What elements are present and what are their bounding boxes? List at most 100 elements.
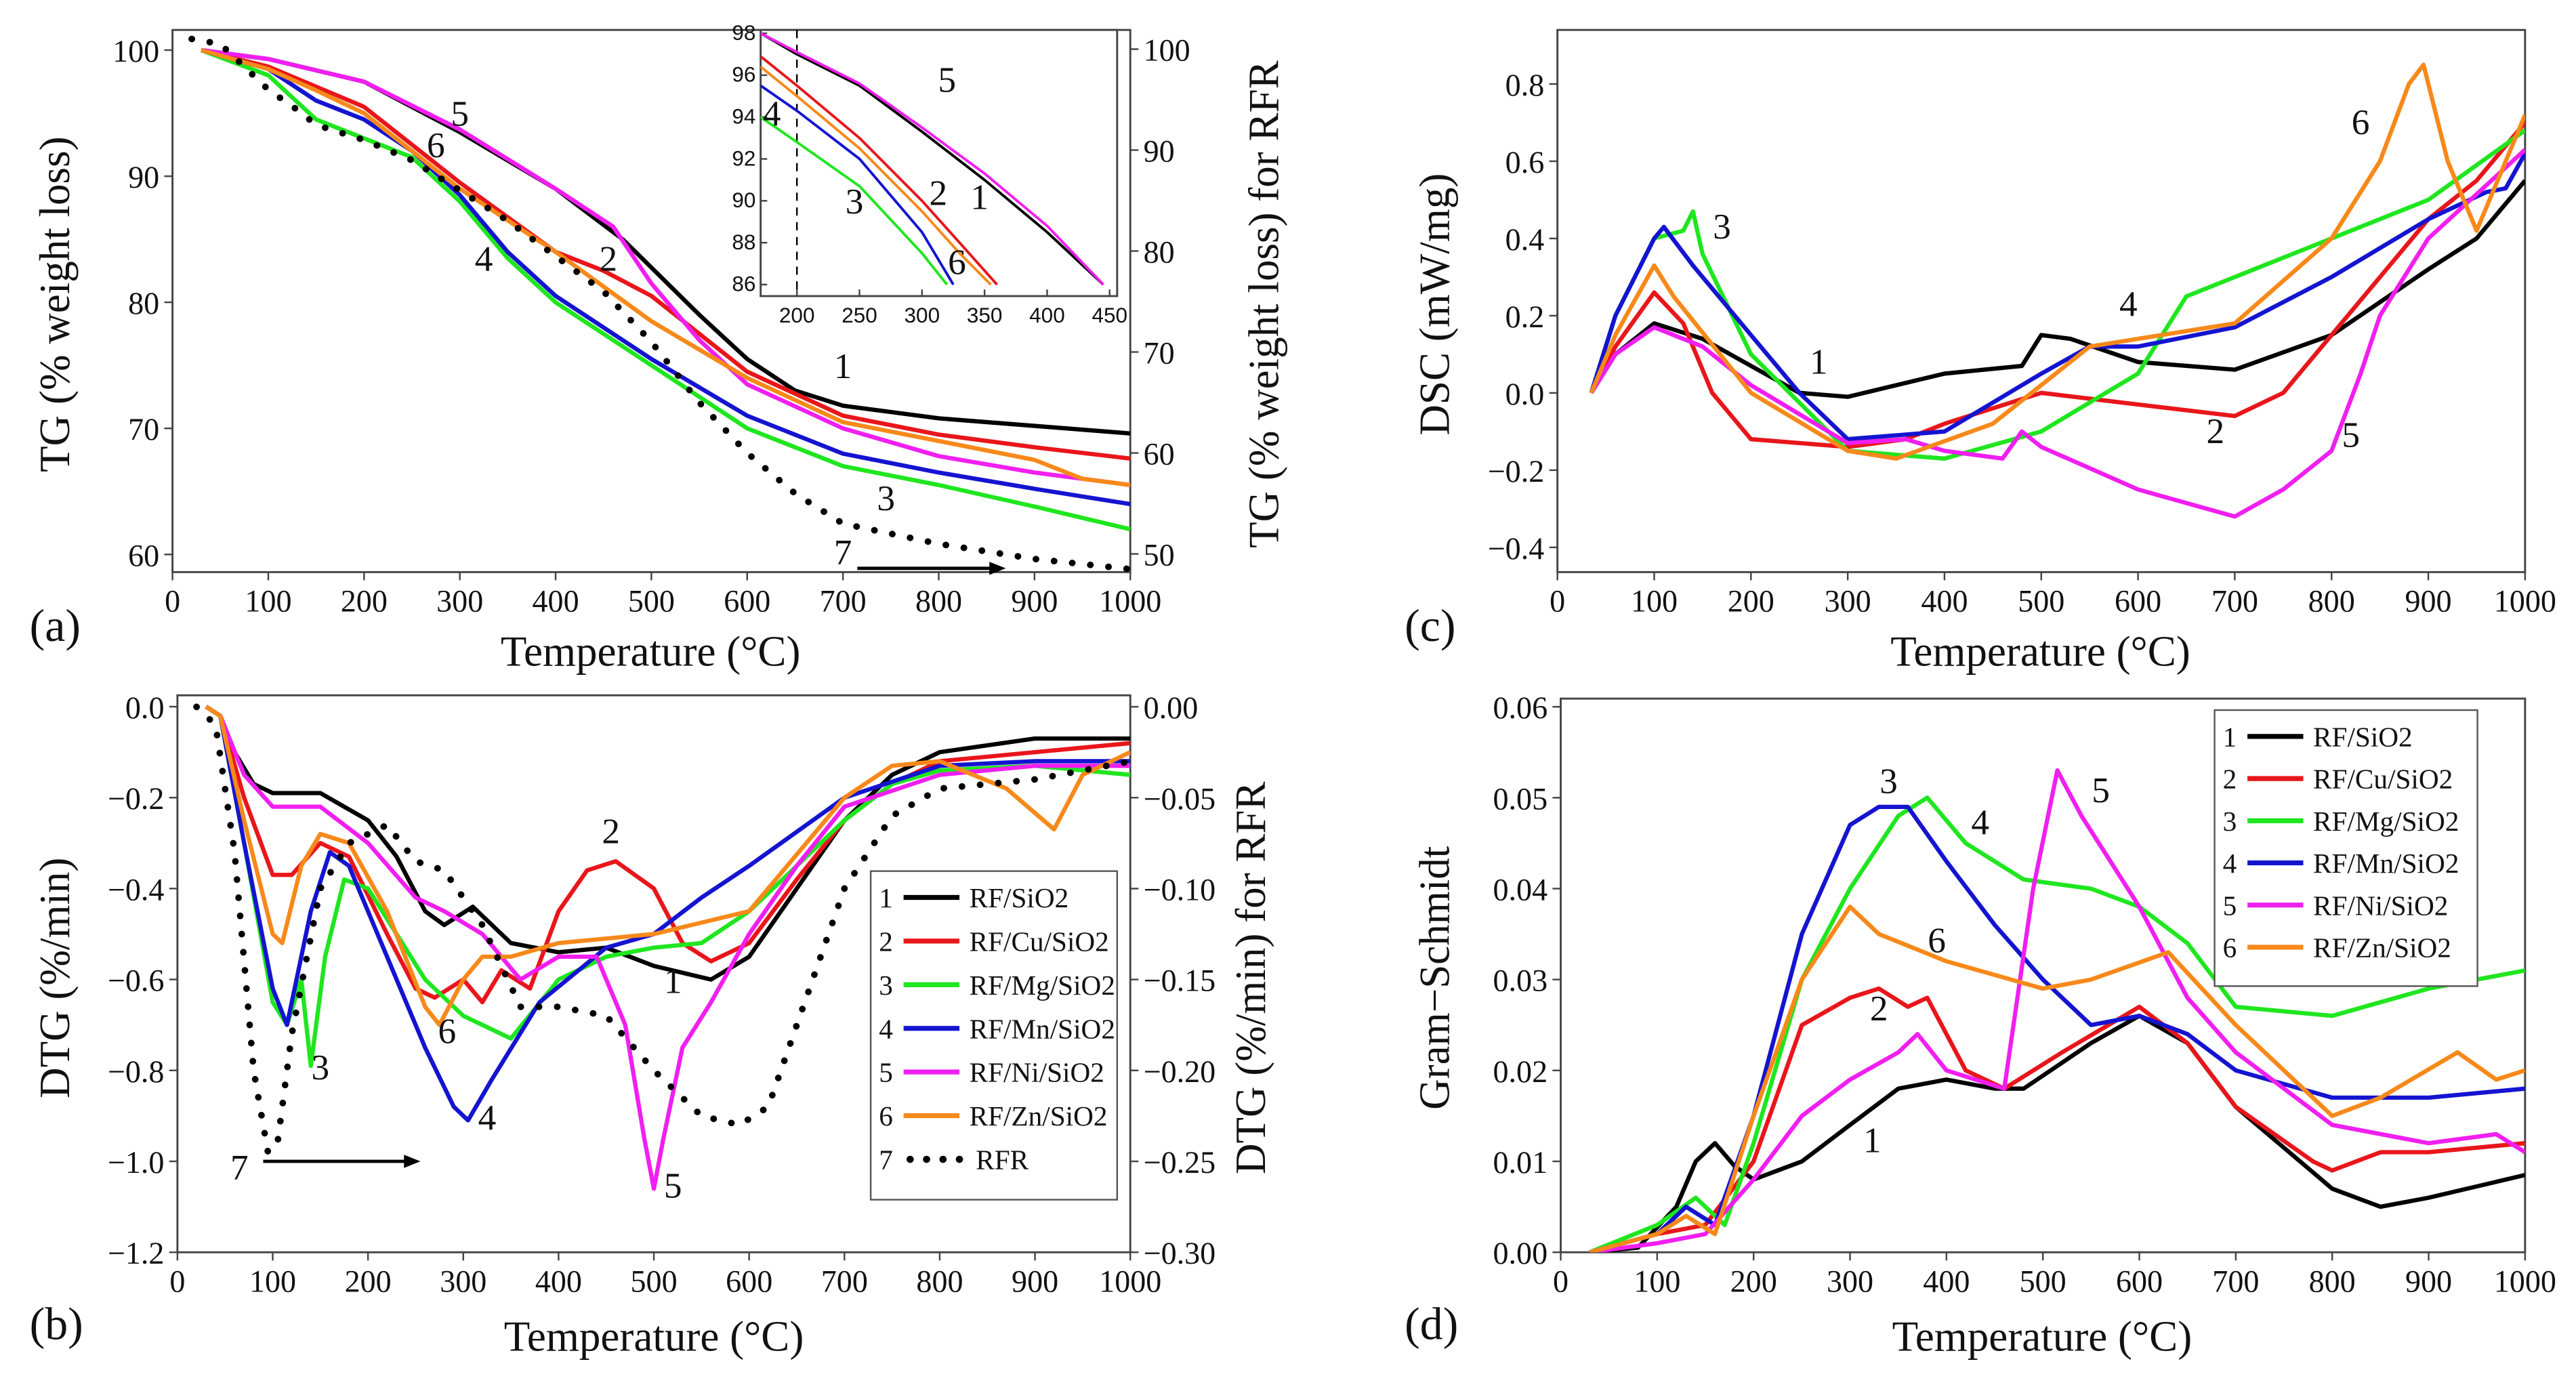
curve-label-3: 3 bbox=[877, 478, 895, 518]
legend-dot bbox=[939, 1155, 947, 1163]
curve-label-5: 5 bbox=[451, 94, 469, 134]
x-tick-label: 400 bbox=[1923, 1264, 1970, 1298]
x-tick-label: 500 bbox=[2020, 1264, 2066, 1298]
curve-label-1: 1 bbox=[664, 961, 682, 1001]
x-tick-label: 0 bbox=[165, 584, 180, 619]
curve-label-1: 1 bbox=[970, 177, 989, 217]
panel-a: 0 100 200 300 400 500 600 700 800 900 1000 60 70 80 90… bbox=[30, 20, 1288, 676]
series-group bbox=[193, 703, 1131, 1191]
curve-label-4: 4 bbox=[478, 1097, 497, 1138]
curve-label-7: 7 bbox=[834, 532, 852, 573]
y-tick-label: 0.01 bbox=[1493, 1145, 1548, 1180]
curve-label-1: 1 bbox=[834, 346, 852, 386]
y-right-tick-label: 0.00 bbox=[1144, 690, 1199, 725]
series-line-3 bbox=[760, 116, 949, 286]
y-tick-label: 86 bbox=[732, 272, 755, 296]
legend-dot bbox=[923, 1155, 930, 1163]
inset-plot: 200 250 300 350 400 450 86 88 90 92 94 96 98 5 4 2 1 3 6 bbox=[732, 20, 1127, 327]
curve-label-2: 2 bbox=[2206, 411, 2224, 451]
y-tick-label: −0.4 bbox=[1488, 531, 1545, 566]
legend-label: RF/Zn/SiO2 bbox=[2313, 932, 2451, 963]
x-tick-label: 1000 bbox=[2494, 1264, 2556, 1298]
legend-number: 2 bbox=[2223, 764, 2237, 795]
x-axis-title: Temperature (°C) bbox=[501, 628, 801, 676]
x-axis-title: Temperature (°C) bbox=[1890, 628, 2190, 676]
series-line-4 bbox=[760, 84, 955, 286]
legend-label: RF/Ni/SiO2 bbox=[970, 1057, 1104, 1088]
x-tick-label: 400 bbox=[1921, 584, 1968, 619]
legend-item-1: 1 RF/SiO2 bbox=[879, 882, 1068, 913]
x-tick-label: 100 bbox=[245, 584, 291, 619]
x-tick-label: 700 bbox=[2212, 1264, 2259, 1298]
y-tick-label: 0.0 bbox=[1505, 377, 1545, 411]
x-tick-label: 250 bbox=[842, 303, 877, 327]
series-line-2 bbox=[201, 47, 1131, 461]
x-tick-label: 300 bbox=[440, 1264, 486, 1298]
legend-number: 2 bbox=[879, 926, 893, 957]
legend-number: 3 bbox=[879, 970, 893, 1001]
y-tick-label: 88 bbox=[732, 230, 755, 254]
x-tick-label: 1000 bbox=[2494, 584, 2556, 619]
y-right-tick-label: −0.25 bbox=[1144, 1145, 1216, 1180]
x-tick-label: 200 bbox=[1728, 584, 1774, 619]
legend-item-5: 5 RF/Ni/SiO2 bbox=[2223, 890, 2449, 921]
y-tick-label: 0.06 bbox=[1493, 690, 1548, 725]
y-tick-label: 94 bbox=[732, 104, 755, 128]
y-tick-label: 80 bbox=[128, 286, 159, 320]
x-tick-label: 600 bbox=[2116, 1264, 2163, 1298]
x-tick-label: 200 bbox=[779, 303, 815, 327]
y-tick-label: 0.6 bbox=[1505, 145, 1545, 180]
legend-number: 4 bbox=[2223, 848, 2237, 879]
y-tick-label: 100 bbox=[112, 34, 159, 68]
panel-d: 0 100 200 300 400 500 600 700 800 900 1000 0.00 0.01… bbox=[1405, 690, 2556, 1361]
x-tick-label: 400 bbox=[533, 584, 579, 619]
series-line-5 bbox=[760, 32, 1104, 286]
y-tick-label: 90 bbox=[732, 188, 755, 212]
legend-item-4: 4 RF/Mn/SiO2 bbox=[2223, 848, 2459, 879]
y-tick-label: 0.00 bbox=[1493, 1236, 1548, 1270]
legend-item-2: 2 RF/Cu/SiO2 bbox=[2223, 764, 2453, 795]
curve-label-3: 3 bbox=[311, 1047, 329, 1087]
y-tick-label: −1.0 bbox=[108, 1145, 165, 1180]
x-axis-title: Temperature (°C) bbox=[504, 1313, 804, 1361]
x-tick-label: 350 bbox=[967, 303, 1003, 327]
series-group bbox=[188, 35, 1131, 573]
legend-number: 4 bbox=[879, 1013, 893, 1044]
y-tick-label: 0.0 bbox=[125, 690, 165, 725]
curve-label-5: 5 bbox=[2092, 770, 2110, 810]
x-tick-label: 400 bbox=[1029, 303, 1065, 327]
y-tick-label: −0.2 bbox=[1488, 454, 1545, 489]
y-tick-label: −0.6 bbox=[108, 963, 165, 998]
legend-item-7: 7 RFR bbox=[879, 1144, 1029, 1176]
panel-c: 0 100 200 300 400 500 600 700 800 900 1000 −0.4 −0.2… bbox=[1405, 28, 2556, 676]
curve-label-1: 1 bbox=[1810, 341, 1828, 381]
legend-box bbox=[2214, 709, 2478, 987]
panel-b: 0 100 200 300 400 500 600 700 800 900 1000 0.0 −0.2 −… bbox=[30, 690, 1274, 1361]
x-tick-label: 200 bbox=[345, 1264, 392, 1298]
x-tick-label: 300 bbox=[1827, 1264, 1873, 1298]
x-tick-label: 500 bbox=[628, 584, 675, 619]
series-line-1 bbox=[1589, 1014, 2525, 1253]
x-tick-label: 450 bbox=[1092, 303, 1127, 327]
curve-label-2: 2 bbox=[602, 810, 620, 851]
curve-label-5: 5 bbox=[664, 1165, 682, 1206]
curve-label-3: 3 bbox=[1879, 761, 1898, 802]
series-line-4 bbox=[201, 47, 1131, 507]
legend-number: 3 bbox=[2223, 806, 2237, 837]
y-right-tick-label: −0.15 bbox=[1144, 963, 1216, 998]
legend-dot bbox=[906, 1155, 914, 1163]
x-tick-label: 900 bbox=[2405, 1264, 2452, 1298]
y-tick-label: 60 bbox=[128, 538, 159, 573]
legend-label: RF/Mg/SiO2 bbox=[970, 970, 1115, 1001]
y-tick-label: −0.8 bbox=[108, 1054, 165, 1089]
legend-label: RF/Zn/SiO2 bbox=[970, 1100, 1108, 1132]
arrow-head-icon bbox=[989, 562, 1006, 575]
y-right-tick-label: −0.10 bbox=[1144, 872, 1216, 907]
x-tick-label: 800 bbox=[2309, 1264, 2356, 1298]
x-tick-label: 600 bbox=[2115, 584, 2161, 619]
y-tick-label: 0.03 bbox=[1493, 963, 1548, 998]
y-right-tick-label: 80 bbox=[1144, 234, 1175, 269]
y-right-tick-label: 60 bbox=[1144, 437, 1175, 472]
legend-number: 1 bbox=[879, 882, 893, 913]
